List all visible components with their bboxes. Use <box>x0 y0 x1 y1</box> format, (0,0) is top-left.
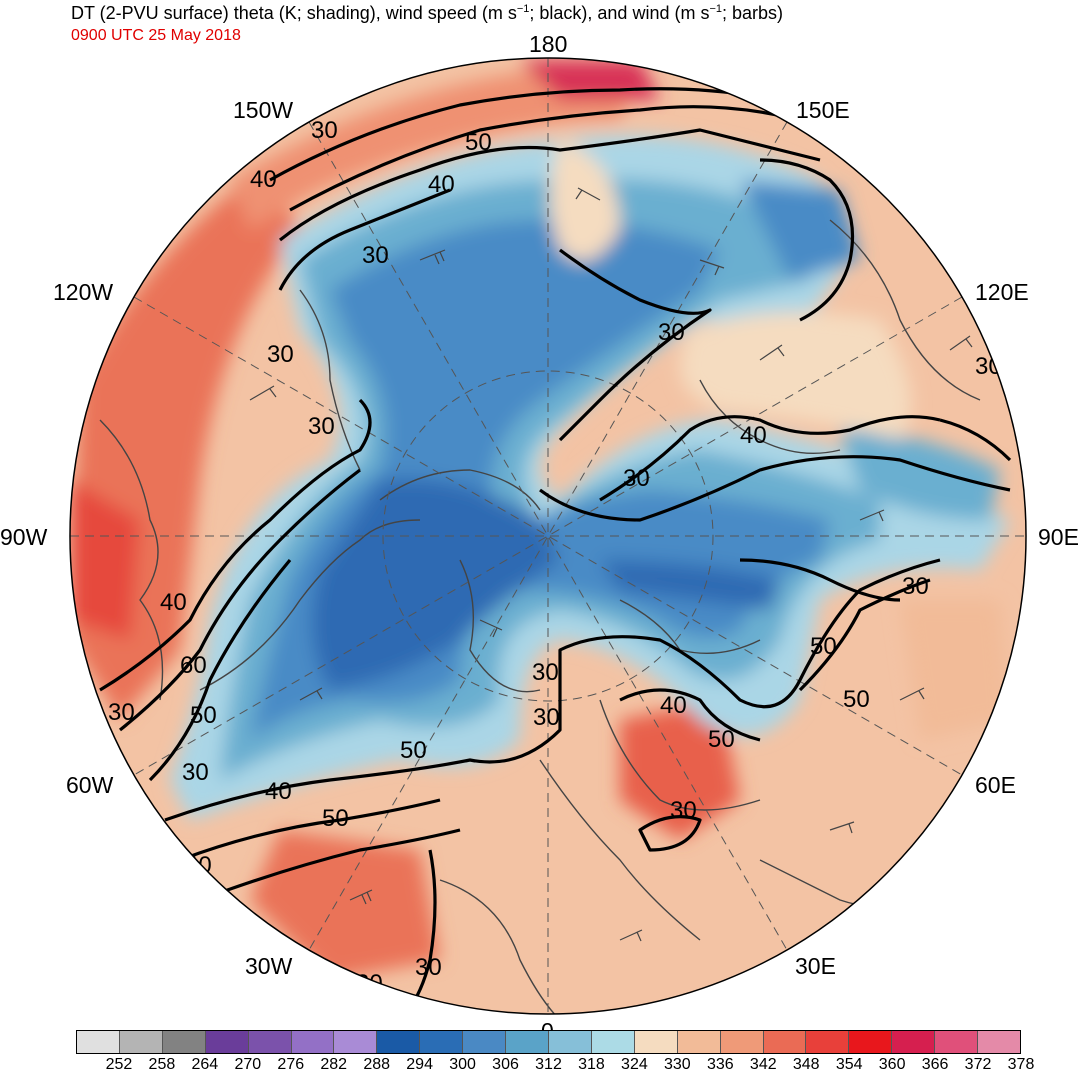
contour-label: 30 <box>108 699 135 726</box>
contour-label: 30 <box>415 954 442 981</box>
lon-label-120w: 120W <box>53 279 114 305</box>
map-border <box>69 57 1027 1015</box>
contour-label: 50 <box>708 726 735 753</box>
contour-label: 40 <box>265 778 292 805</box>
contour-label: 30 <box>267 341 294 368</box>
colorbar-tick-label: 348 <box>792 1056 820 1073</box>
wind-barbs <box>159 161 973 942</box>
colorbar-tick-label: 264 <box>191 1056 219 1073</box>
lon-label-60e: 60E <box>975 772 1016 798</box>
colorbar-swatch <box>806 1031 850 1053</box>
contour-label: 30 <box>533 704 560 731</box>
contour-label: 30 <box>658 319 685 346</box>
colorbar-tick-label: 276 <box>277 1056 305 1073</box>
contour-label: 30 <box>182 759 209 786</box>
colorbar-tick-label: 300 <box>449 1056 476 1073</box>
contour-label: 30 <box>532 659 559 686</box>
contour-label: 30 <box>311 117 338 144</box>
colorbar-swatch <box>548 1031 592 1053</box>
colorbar-tick-label: 282 <box>320 1056 348 1073</box>
colorbar-tick-label: 306 <box>492 1056 519 1073</box>
contour-label: 50 <box>190 702 217 729</box>
contour-labels: 30 40 50 40 30 30 30 30 30 40 30 30 40 6… <box>108 117 1002 997</box>
contour-label: 40 <box>428 171 455 198</box>
colorbar-tick-label: 372 <box>964 1056 992 1073</box>
colorbar-swatch <box>205 1031 249 1053</box>
colorbar-tick-label: 324 <box>621 1056 648 1073</box>
contour-label: 50 <box>843 686 870 713</box>
lon-label-150e: 150E <box>796 97 850 123</box>
colorbar-tick-label: 294 <box>406 1056 433 1073</box>
colorbar-swatch <box>463 1031 507 1053</box>
colorbar-swatch <box>77 1031 120 1053</box>
contour-label: 30 <box>670 797 697 824</box>
colorbar-swatch <box>377 1031 421 1053</box>
colorbar-tick-label: 270 <box>234 1056 262 1073</box>
lon-label-30w: 30W <box>245 953 293 979</box>
colorbar-swatch <box>291 1031 335 1053</box>
contour-label: 50 <box>322 805 349 832</box>
colorbar-tick-label: 318 <box>578 1056 605 1073</box>
colorbar-tick-label: 360 <box>878 1056 906 1073</box>
contour-label: 30 <box>308 413 335 440</box>
valid-time: 0900 UTC 25 May 2018 <box>71 27 241 44</box>
lon-label-90e: 90E <box>1038 524 1079 550</box>
colorbar-tick-label: 354 <box>835 1056 863 1073</box>
colorbar-swatch <box>420 1031 464 1053</box>
contour-label: 30 <box>623 465 650 492</box>
colorbar-tick-label: 258 <box>148 1056 176 1073</box>
colorbar-tick-label: 288 <box>363 1056 391 1073</box>
lon-label-180: 180 <box>529 31 568 57</box>
colorbar-swatch <box>677 1031 721 1053</box>
colorbar-swatch <box>119 1031 163 1053</box>
contour-label: 50 <box>465 129 492 156</box>
contour-label: 50 <box>810 633 837 660</box>
colorbar-swatch <box>720 1031 764 1053</box>
colorbar-swatch <box>248 1031 292 1053</box>
colorbar-tick-label: 378 <box>1007 1056 1035 1073</box>
contour-label: 40 <box>250 166 277 193</box>
theta-colorbar <box>76 1030 1021 1054</box>
lon-label-120e: 120E <box>975 279 1029 305</box>
colorbar-tick-labels: 252 258 264 270 276 282 288 294 300 306 312 318 324 3… <box>76 1056 1035 1076</box>
lon-label-90w: 90W <box>0 524 48 550</box>
chart-title: DT (2-PVU surface) theta (K; shading), w… <box>71 3 784 23</box>
colorbar-swatch <box>978 1031 1020 1053</box>
colorbar-swatch <box>849 1031 893 1053</box>
contour-label: 30 <box>902 573 929 600</box>
contour-label: 60 <box>180 652 207 679</box>
colorbar-swatch <box>162 1031 206 1053</box>
colorbar-tick-label: 312 <box>535 1056 562 1073</box>
colorbar-swatch <box>935 1031 979 1053</box>
colorbar-swatch <box>634 1031 678 1053</box>
contour-label: 50 <box>400 737 427 764</box>
colorbar-swatch <box>591 1031 635 1053</box>
colorbar-swatch <box>334 1031 378 1053</box>
colorbar-tick-label: 252 <box>105 1056 133 1073</box>
contour-label: 30 <box>362 242 389 269</box>
lon-label-150w: 150W <box>233 97 294 123</box>
contour-label: 40 <box>185 852 212 879</box>
wind-speed-contours <box>99 87 1012 1014</box>
colorbar-swatch <box>763 1031 807 1053</box>
contour-label: 40 <box>740 422 767 449</box>
colorbar-tick-label: 330 <box>664 1056 691 1073</box>
colorbar-tick-label: 342 <box>749 1056 777 1073</box>
contour-label: 40 <box>660 692 687 719</box>
colorbar-swatch <box>892 1031 936 1053</box>
lon-label-60w: 60W <box>66 772 114 798</box>
lon-label-30e: 30E <box>795 953 836 979</box>
colorbar-tick-label: 336 <box>706 1056 734 1073</box>
contour-label: 40 <box>160 589 187 616</box>
colorbar-tick-label: 366 <box>921 1056 949 1073</box>
colorbar-swatch <box>506 1031 549 1053</box>
